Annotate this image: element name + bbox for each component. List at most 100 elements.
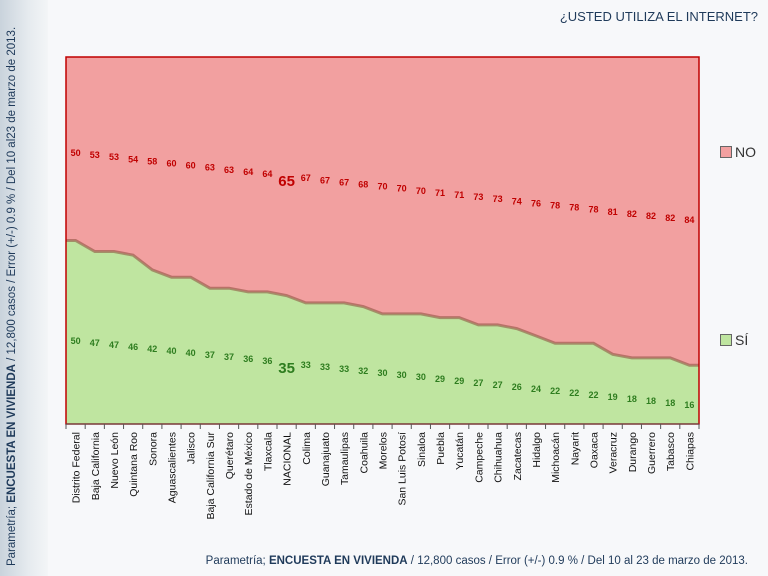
data-label-no: 63	[205, 163, 215, 173]
category-label: NACIONAL	[282, 432, 294, 486]
category-label: Baja California Sur	[205, 432, 217, 520]
data-label-si: 27	[493, 380, 503, 390]
category-label: Quintana Roo	[128, 432, 140, 497]
data-label-si: 32	[358, 366, 368, 376]
data-label-si: 37	[224, 352, 234, 362]
legend-si-swatch	[720, 334, 732, 346]
data-label-no: 82	[627, 209, 637, 219]
category-label: Sinaloa	[416, 432, 428, 467]
data-label-si: 33	[339, 364, 349, 374]
data-label-si: 30	[397, 370, 407, 380]
legend-no-label: NO	[735, 144, 756, 160]
chart-title: ¿USTED UTILIZA EL INTERNET?	[559, 9, 758, 24]
data-label-no: 60	[186, 161, 196, 171]
data-label-si: 35	[278, 360, 295, 377]
data-label-no: 60	[166, 159, 176, 169]
data-label-si: 22	[550, 386, 560, 396]
category-label: Guanajuato	[320, 432, 332, 486]
data-label-no: 70	[377, 182, 387, 192]
data-label-no: 78	[588, 205, 598, 215]
category-label: Durango	[627, 432, 639, 472]
data-label-no: 67	[301, 173, 311, 183]
data-label-si: 22	[588, 390, 598, 400]
category-label: Zacatecas	[512, 432, 524, 480]
category-label: Hidalgo	[531, 432, 543, 468]
category-label: Sonora	[147, 432, 159, 466]
data-label-no: 78	[550, 201, 560, 211]
data-label-no: 82	[646, 211, 656, 221]
data-label-no: 68	[358, 180, 368, 190]
category-label: Yucatán	[454, 432, 466, 470]
legend-no-swatch	[720, 146, 732, 158]
category-label: Estado de México	[243, 432, 255, 516]
data-label-no: 65	[278, 173, 295, 190]
data-label-no: 64	[243, 167, 253, 177]
category-label: Jalisco	[186, 432, 198, 464]
category-label: Colima	[301, 432, 313, 465]
data-label-si: 30	[416, 372, 426, 382]
data-label-no: 58	[147, 156, 157, 166]
data-label-no: 78	[569, 203, 579, 213]
data-label-no: 81	[608, 207, 618, 217]
category-label: Veracruz	[608, 432, 620, 473]
category-label: Puebla	[435, 432, 447, 465]
category-label: Tabasco	[665, 432, 677, 471]
category-label: Chiapas	[684, 432, 696, 471]
category-label: Tamaulipas	[339, 432, 351, 485]
boundary-line	[66, 239, 699, 367]
data-label-si: 24	[531, 384, 541, 394]
decorative-side-strip	[0, 0, 48, 576]
data-label-si: 33	[320, 362, 330, 372]
data-label-no: 54	[128, 154, 138, 164]
data-label-no: 63	[224, 165, 234, 175]
data-label-no: 82	[665, 213, 675, 223]
data-label-si: 50	[71, 336, 81, 346]
data-label-si: 18	[665, 398, 675, 408]
category-label: Distrito Federal	[71, 432, 83, 503]
data-label-no: 67	[320, 175, 330, 185]
data-label-no: 73	[493, 194, 503, 204]
category-label: Campeche	[473, 432, 485, 483]
data-label-no: 64	[262, 169, 272, 179]
data-label-si: 29	[454, 376, 464, 386]
legend-si: SÍ	[720, 332, 748, 348]
data-label-si: 29	[435, 374, 445, 384]
category-label: Aguascalientes	[167, 432, 179, 503]
data-label-si: 30	[377, 368, 387, 378]
category-label: Baja California	[90, 432, 102, 500]
data-label-no: 73	[473, 192, 483, 202]
data-label-no: 76	[531, 198, 541, 208]
data-label-no: 67	[339, 177, 349, 187]
data-label-no: 74	[512, 196, 522, 206]
category-label: Oaxaca	[589, 432, 601, 468]
category-label: Guerrero	[646, 432, 658, 474]
category-label: Coahuila	[358, 432, 370, 474]
data-label-si: 42	[147, 344, 157, 354]
data-label-si: 26	[512, 382, 522, 392]
data-label-si: 37	[205, 350, 215, 360]
area-si	[66, 240, 699, 424]
data-label-no: 84	[684, 215, 694, 225]
category-label: Michoacán	[550, 432, 562, 483]
category-label: San Luis Potosí	[397, 432, 409, 506]
data-label-si: 33	[301, 360, 311, 370]
data-label-si: 47	[109, 340, 119, 350]
data-label-si: 40	[166, 346, 176, 356]
data-label-si: 46	[128, 342, 138, 352]
data-label-no: 70	[416, 186, 426, 196]
data-label-no: 53	[90, 150, 100, 160]
data-label-no: 70	[397, 184, 407, 194]
data-label-no: 71	[435, 188, 445, 198]
category-label: Nuevo León	[109, 432, 121, 489]
data-label-si: 47	[90, 338, 100, 348]
data-label-si: 16	[684, 400, 694, 410]
legend-si-label: SÍ	[735, 332, 749, 348]
category-label: Morelos	[378, 432, 390, 469]
category-label: Tlaxcala	[262, 432, 274, 471]
data-label-no: 53	[109, 152, 119, 162]
data-label-si: 36	[243, 354, 253, 364]
category-label: Nayarit	[569, 432, 581, 465]
data-label-no: 71	[454, 190, 464, 200]
data-label-no: 50	[71, 148, 81, 158]
